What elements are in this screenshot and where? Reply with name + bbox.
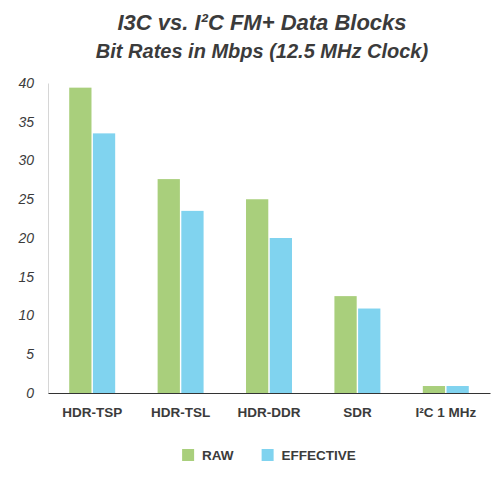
bar — [158, 179, 180, 393]
bar — [270, 238, 292, 393]
legend-item: RAW — [182, 448, 234, 463]
y-tick-label: 15 — [18, 269, 34, 285]
bar — [447, 386, 469, 393]
x-tick: SDR — [343, 393, 372, 420]
bar — [423, 386, 445, 393]
y-tick-label: 10 — [18, 307, 34, 323]
x-tick-label: I²C 1 MHz — [415, 405, 476, 420]
x-tick-label: SDR — [343, 405, 372, 420]
title: I3C vs. I²C FM+ Data Blocks — [117, 10, 406, 35]
y-tick: 10 — [18, 307, 48, 323]
y-tick: 15 — [18, 269, 48, 285]
y-tick: 40 — [18, 75, 48, 91]
x-axis-line — [49, 393, 491, 394]
bar-series — [93, 133, 469, 393]
y-tick: 5 — [26, 346, 48, 362]
x-tick-label: HDR-DDR — [238, 405, 301, 420]
y-axis: 0 5 10 15 20 25 30 35 40 — [17, 75, 48, 401]
x-tick-label: HDR-TSP — [62, 405, 122, 420]
subtitle: Bit Rates in Mbps (12.5 MHz Clock) — [96, 40, 429, 62]
bar — [334, 296, 356, 393]
bars — [69, 88, 469, 393]
y-tick-label: 25 — [17, 191, 34, 207]
legend-swatch — [262, 449, 274, 461]
chart: I3C vs. I²C FM+ Data Blocks Bit Rates in … — [0, 0, 500, 483]
y-tick: 25 — [17, 191, 48, 207]
bar — [181, 211, 203, 393]
legend-label: EFFECTIVE — [282, 448, 356, 463]
x-axis: HDR-TSP HDR-TSL HDR-DDR SDR I²C 1 MHz — [49, 393, 491, 420]
y-tick-label: 35 — [18, 114, 34, 130]
legend-swatch — [182, 449, 194, 461]
y-tick: 20 — [17, 230, 48, 246]
y-tick: 30 — [18, 152, 48, 168]
bar — [69, 88, 91, 393]
bar-series — [69, 88, 445, 393]
y-tick: 35 — [18, 114, 48, 130]
y-tick: 0 — [26, 385, 48, 401]
legend-label: RAW — [202, 448, 234, 463]
y-tick-label: 20 — [17, 230, 34, 246]
legend: RAW EFFECTIVE — [182, 448, 356, 463]
x-tick-label: HDR-TSL — [151, 405, 210, 420]
x-tick: HDR-DDR — [238, 393, 301, 420]
y-tick-label: 5 — [26, 346, 34, 362]
bar — [93, 133, 115, 393]
x-tick: I²C 1 MHz — [415, 393, 476, 420]
y-tick-label: 40 — [18, 75, 34, 91]
bar — [358, 309, 380, 393]
x-tick: HDR-TSP — [62, 393, 122, 420]
x-tick: HDR-TSL — [151, 393, 210, 420]
legend-item: EFFECTIVE — [262, 448, 356, 463]
y-tick-label: 0 — [26, 385, 34, 401]
y-tick-label: 30 — [18, 152, 34, 168]
y-axis-line — [48, 84, 49, 394]
bar — [246, 199, 268, 393]
